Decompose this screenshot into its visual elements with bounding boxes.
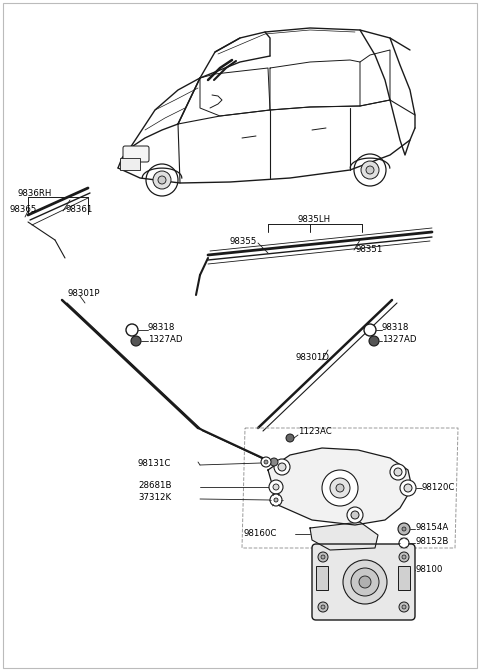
Circle shape: [322, 470, 358, 506]
Circle shape: [146, 164, 178, 196]
Circle shape: [131, 336, 141, 346]
Text: 98351: 98351: [355, 246, 383, 254]
Text: 98361: 98361: [65, 205, 92, 213]
Text: 1327AD: 1327AD: [148, 336, 182, 344]
Text: 37312K: 37312K: [138, 493, 171, 503]
Circle shape: [158, 176, 166, 184]
Circle shape: [400, 480, 416, 496]
Text: 98131C: 98131C: [138, 460, 171, 468]
Text: 98152B: 98152B: [415, 537, 448, 546]
FancyBboxPatch shape: [312, 544, 415, 620]
Bar: [120, 158, 140, 170]
Circle shape: [361, 161, 379, 179]
Text: 98301P: 98301P: [68, 289, 100, 297]
Circle shape: [364, 324, 376, 336]
Polygon shape: [268, 448, 412, 525]
Circle shape: [399, 552, 409, 562]
Circle shape: [399, 602, 409, 612]
Circle shape: [354, 154, 386, 186]
Circle shape: [153, 171, 171, 189]
Circle shape: [269, 480, 283, 494]
Circle shape: [318, 552, 328, 562]
Text: 98100: 98100: [415, 566, 443, 574]
Text: 9836RH: 9836RH: [18, 189, 52, 199]
FancyBboxPatch shape: [123, 146, 149, 162]
Circle shape: [261, 457, 271, 467]
Circle shape: [318, 602, 328, 612]
Circle shape: [343, 560, 387, 604]
Text: 98301D: 98301D: [295, 354, 329, 362]
Text: 9835LH: 9835LH: [298, 215, 331, 225]
Circle shape: [126, 324, 138, 336]
Circle shape: [270, 458, 278, 466]
Circle shape: [402, 555, 406, 559]
Circle shape: [264, 460, 268, 464]
Text: 98160C: 98160C: [243, 529, 276, 539]
Circle shape: [274, 498, 278, 502]
Circle shape: [321, 605, 325, 609]
Circle shape: [330, 478, 350, 498]
Polygon shape: [310, 522, 378, 550]
Circle shape: [402, 605, 406, 609]
Circle shape: [347, 507, 363, 523]
Circle shape: [273, 484, 279, 490]
Circle shape: [366, 166, 374, 174]
Text: 98318: 98318: [382, 323, 409, 333]
Circle shape: [351, 511, 359, 519]
Bar: [316, 566, 328, 590]
Circle shape: [351, 568, 379, 596]
Text: 98355: 98355: [230, 238, 257, 246]
Circle shape: [369, 336, 379, 346]
Circle shape: [270, 494, 282, 506]
Text: 28681B: 28681B: [138, 480, 171, 490]
Circle shape: [394, 468, 402, 476]
Text: 98120C: 98120C: [422, 482, 456, 491]
Text: 1327AD: 1327AD: [382, 336, 417, 344]
Text: 1123AC: 1123AC: [298, 427, 332, 437]
Circle shape: [390, 464, 406, 480]
Text: 98154A: 98154A: [415, 523, 448, 533]
Circle shape: [404, 484, 412, 492]
Circle shape: [399, 538, 409, 548]
Circle shape: [286, 434, 294, 442]
Circle shape: [402, 527, 406, 531]
Text: 98318: 98318: [148, 323, 175, 333]
Circle shape: [359, 576, 371, 588]
Text: 98365: 98365: [10, 205, 37, 215]
Circle shape: [274, 459, 290, 475]
Circle shape: [336, 484, 344, 492]
Circle shape: [278, 463, 286, 471]
Circle shape: [321, 555, 325, 559]
Circle shape: [398, 523, 410, 535]
Bar: [398, 566, 410, 590]
